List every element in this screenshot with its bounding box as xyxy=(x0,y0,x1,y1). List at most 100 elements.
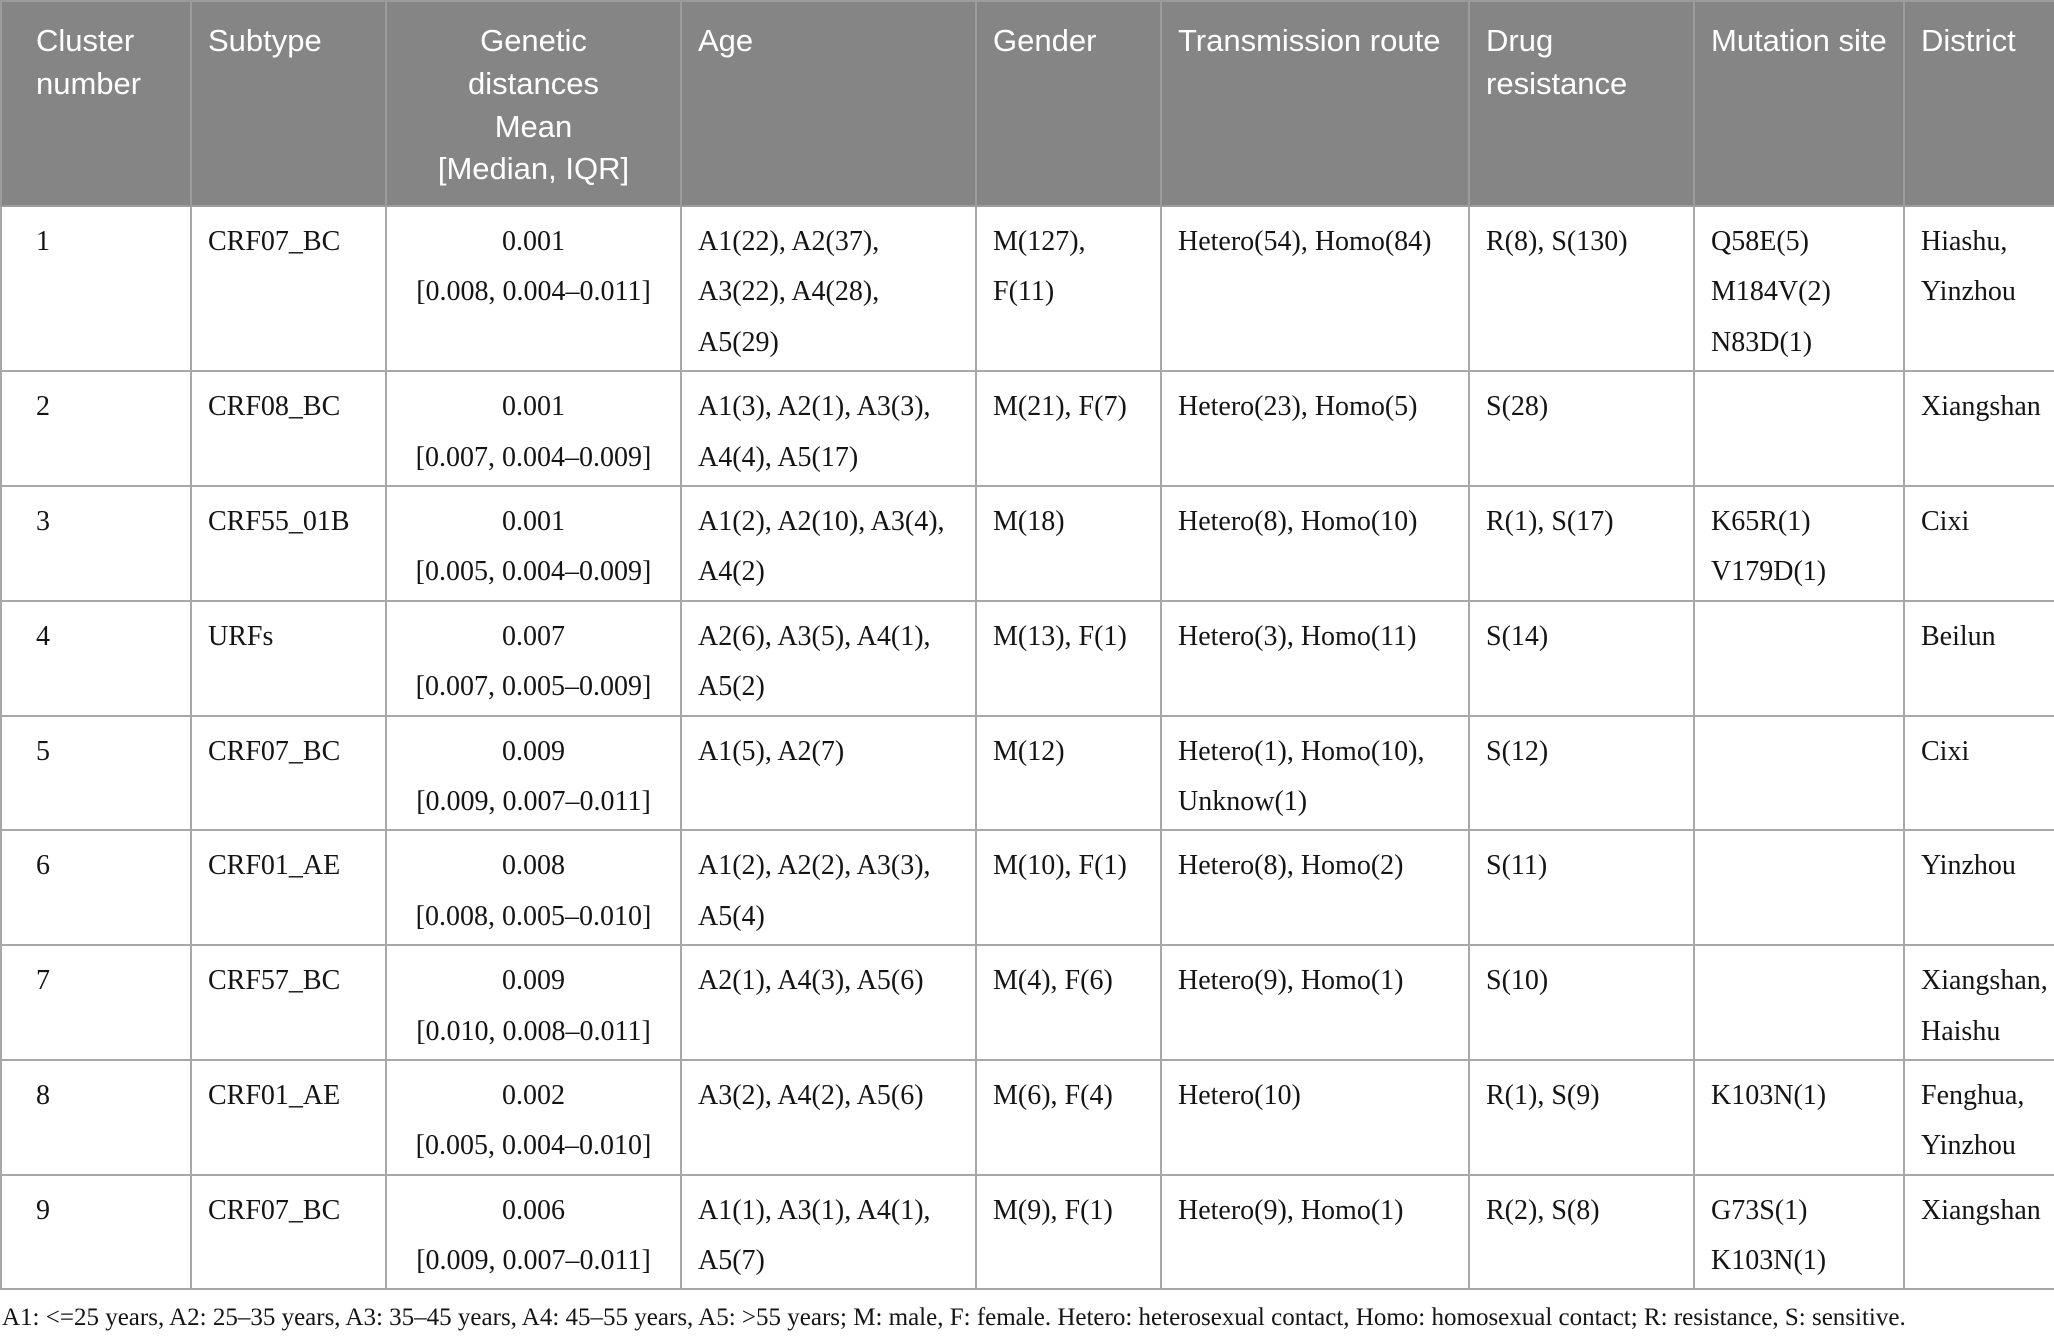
cell-district: Hiashu, Yinzhou xyxy=(1903,205,2054,373)
cell-drug-resistance: S(11) xyxy=(1468,829,1695,947)
cell-district: Xiangshan xyxy=(1903,370,2054,488)
cell-transmission-route: Hetero(23), Homo(5) xyxy=(1160,370,1470,488)
cell-drug-resistance: R(1), S(9) xyxy=(1468,1058,1695,1176)
cell-subtype: CRF01_AE xyxy=(190,829,387,947)
cell-age: A1(22), A2(37), A3(22), A4(28), A5(29) xyxy=(680,205,977,373)
col-header-subtype: Subtype xyxy=(190,0,387,208)
cell-gender: M(10), F(1) xyxy=(975,829,1162,947)
cell-district: Cixi xyxy=(1903,714,2054,832)
cell-subtype: CRF01_AE xyxy=(190,1058,387,1176)
table-row: 8 CRF01_AE 0.002 [0.005, 0.004–0.010] A3… xyxy=(0,1058,2054,1176)
cell-gender: M(13), F(1) xyxy=(975,599,1162,717)
table-row: 6 CRF01_AE 0.008 [0.008, 0.005–0.010] A1… xyxy=(0,829,2054,947)
col-header-gender: Gender xyxy=(975,0,1162,208)
data-table: Cluster number Subtype Genetic distances… xyxy=(0,0,2054,1291)
cell-mutation-site xyxy=(1693,944,1905,1061)
cell-genetic-distances: 0.002 [0.005, 0.004–0.010] xyxy=(385,1058,682,1176)
cell-genetic-distances: 0.001 [0.007, 0.004–0.009] xyxy=(385,370,682,488)
cell-mutation-site xyxy=(1693,829,1905,947)
col-header-transmission-route: Transmission route xyxy=(1160,0,1470,208)
cell-transmission-route: Hetero(9), Homo(1) xyxy=(1160,944,1470,1061)
header-row: Cluster number Subtype Genetic distances… xyxy=(0,0,2054,208)
cell-mutation-site xyxy=(1693,599,1905,717)
cell-district: Yinzhou xyxy=(1903,829,2054,947)
cell-cluster-number: 8 xyxy=(0,1058,192,1176)
cell-cluster-number: 9 xyxy=(0,1173,192,1291)
col-header-mutation-site: Mutation site xyxy=(1693,0,1905,208)
table-row: 9 CRF07_BC 0.006 [0.009, 0.007–0.011] A1… xyxy=(0,1173,2054,1291)
cell-cluster-number: 2 xyxy=(0,370,192,488)
cell-transmission-route: Hetero(8), Homo(2) xyxy=(1160,829,1470,947)
cell-mutation-site: K65R(1) V179D(1) xyxy=(1693,485,1905,602)
col-header-drug-resistance: Drug resistance xyxy=(1468,0,1695,208)
cell-age: A1(2), A2(10), A3(4), A4(2) xyxy=(680,485,977,602)
cell-transmission-route: Hetero(10) xyxy=(1160,1058,1470,1176)
cell-drug-resistance: R(8), S(130) xyxy=(1468,205,1695,373)
cell-district: Beilun xyxy=(1903,599,2054,717)
cell-subtype: CRF07_BC xyxy=(190,1173,387,1291)
cell-genetic-distances: 0.007 [0.007, 0.005–0.009] xyxy=(385,599,682,717)
table-row: 1 CRF07_BC 0.001 [0.008, 0.004–0.011] A1… xyxy=(0,205,2054,373)
cell-gender: M(18) xyxy=(975,485,1162,602)
cell-subtype: CRF07_BC xyxy=(190,714,387,832)
cell-genetic-distances: 0.008 [0.008, 0.005–0.010] xyxy=(385,829,682,947)
cell-drug-resistance: R(1), S(17) xyxy=(1468,485,1695,602)
cell-transmission-route: Hetero(3), Homo(11) xyxy=(1160,599,1470,717)
table-row: 7 CRF57_BC 0.009 [0.010, 0.008–0.011] A2… xyxy=(0,944,2054,1061)
cell-gender: M(12) xyxy=(975,714,1162,832)
cell-mutation-site: G73S(1) K103N(1) xyxy=(1693,1173,1905,1291)
cell-subtype: CRF55_01B xyxy=(190,485,387,602)
cell-genetic-distances: 0.009 [0.009, 0.007–0.011] xyxy=(385,714,682,832)
cell-cluster-number: 1 xyxy=(0,205,192,373)
cell-subtype: URFs xyxy=(190,599,387,717)
cell-transmission-route: Hetero(9), Homo(1) xyxy=(1160,1173,1470,1291)
cell-transmission-route: Hetero(54), Homo(84) xyxy=(1160,205,1470,373)
table-row: 4 URFs 0.007 [0.007, 0.005–0.009] A2(6),… xyxy=(0,599,2054,717)
table-header: Cluster number Subtype Genetic distances… xyxy=(0,0,2054,208)
cell-genetic-distances: 0.006 [0.009, 0.007–0.011] xyxy=(385,1173,682,1291)
cell-gender: M(9), F(1) xyxy=(975,1173,1162,1291)
cell-drug-resistance: S(28) xyxy=(1468,370,1695,488)
cell-gender: M(21), F(7) xyxy=(975,370,1162,488)
col-header-age: Age xyxy=(680,0,977,208)
cell-cluster-number: 7 xyxy=(0,944,192,1061)
cell-subtype: CRF08_BC xyxy=(190,370,387,488)
cell-genetic-distances: 0.001 [0.005, 0.004–0.009] xyxy=(385,485,682,602)
cell-district: Fenghua, Yinzhou xyxy=(1903,1058,2054,1176)
table-row: 5 CRF07_BC 0.009 [0.009, 0.007–0.011] A1… xyxy=(0,714,2054,832)
col-header-cluster-number: Cluster number xyxy=(0,0,192,208)
cell-cluster-number: 5 xyxy=(0,714,192,832)
cell-drug-resistance: S(12) xyxy=(1468,714,1695,832)
cell-mutation-site: K103N(1) xyxy=(1693,1058,1905,1176)
cell-gender: M(4), F(6) xyxy=(975,944,1162,1061)
table-row: 2 CRF08_BC 0.001 [0.007, 0.004–0.009] A1… xyxy=(0,370,2054,488)
cell-age: A2(1), A4(3), A5(6) xyxy=(680,944,977,1061)
table-body: 1 CRF07_BC 0.001 [0.008, 0.004–0.011] A1… xyxy=(0,205,2054,1291)
cell-age: A1(1), A3(1), A4(1), A5(7) xyxy=(680,1173,977,1291)
cell-genetic-distances: 0.001 [0.008, 0.004–0.011] xyxy=(385,205,682,373)
cell-mutation-site: Q58E(5) M184V(2) N83D(1) xyxy=(1693,205,1905,373)
cell-subtype: CRF07_BC xyxy=(190,205,387,373)
cell-district: Xiangshan, Haishu xyxy=(1903,944,2054,1061)
cell-cluster-number: 3 xyxy=(0,485,192,602)
cell-transmission-route: Hetero(1), Homo(10), Unknow(1) xyxy=(1160,714,1470,832)
cell-cluster-number: 4 xyxy=(0,599,192,717)
cell-cluster-number: 6 xyxy=(0,829,192,947)
cell-age: A3(2), A4(2), A5(6) xyxy=(680,1058,977,1176)
cell-age: A2(6), A3(5), A4(1), A5(2) xyxy=(680,599,977,717)
cell-mutation-site xyxy=(1693,370,1905,488)
table-row: 3 CRF55_01B 0.001 [0.005, 0.004–0.009] A… xyxy=(0,485,2054,602)
col-header-district: District xyxy=(1903,0,2054,208)
cell-age: A1(3), A2(1), A3(3), A4(4), A5(17) xyxy=(680,370,977,488)
table-footnote: A1: <=25 years, A2: 25–35 years, A3: 35–… xyxy=(2,1304,1906,1332)
cell-district: Xiangshan xyxy=(1903,1173,2054,1291)
cell-drug-resistance: S(10) xyxy=(1468,944,1695,1061)
cell-mutation-site xyxy=(1693,714,1905,832)
cell-district: Cixi xyxy=(1903,485,2054,602)
cell-age: A1(2), A2(2), A3(3), A5(4) xyxy=(680,829,977,947)
cell-subtype: CRF57_BC xyxy=(190,944,387,1061)
cell-drug-resistance: R(2), S(8) xyxy=(1468,1173,1695,1291)
cell-genetic-distances: 0.009 [0.010, 0.008–0.011] xyxy=(385,944,682,1061)
cell-gender: M(6), F(4) xyxy=(975,1058,1162,1176)
